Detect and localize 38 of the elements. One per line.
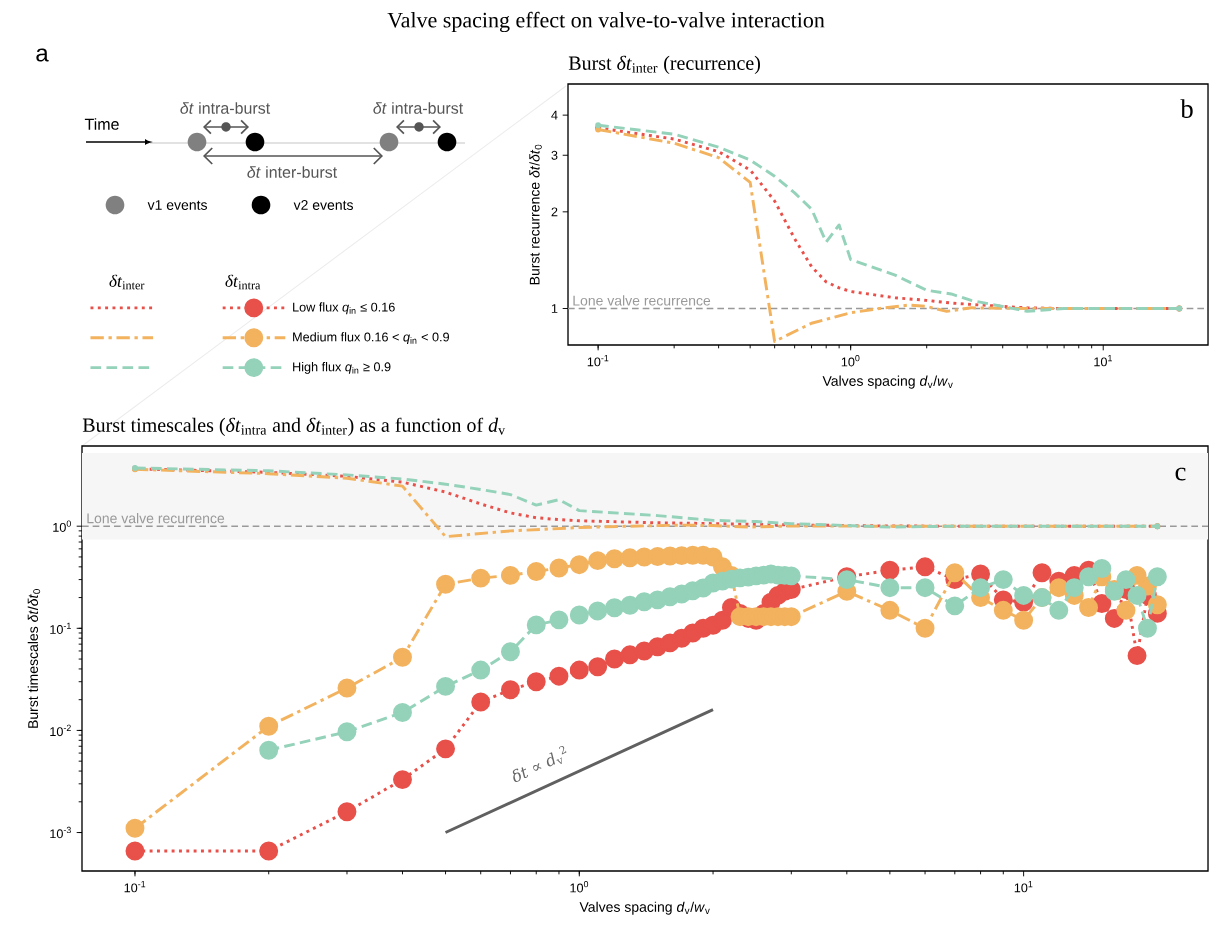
- ref-line-label: Lone valve recurrence: [573, 295, 711, 306]
- x-axis-title: Valves spacing d$_{v}$/w$_{v}$: [822, 375, 953, 389]
- text: δt$_{intra}$: [225, 274, 261, 290]
- x-tick-label: 10$^{1}$: [1094, 355, 1112, 367]
- text: Valve spacing effect on valve-to-valve interaction: [387, 11, 825, 33]
- y-tick-label: 10$^{-2}$: [50, 724, 71, 737]
- x-tick-label: 10$^{-1}$: [587, 355, 609, 367]
- y-tick-label: 10$^{0}$: [53, 520, 71, 532]
- x-tick-label: 10$^{0}$: [841, 355, 860, 367]
- text: δt$_{inter}$: [109, 274, 145, 290]
- x-tick-label: 10$^{1}$: [1014, 881, 1033, 893]
- text: δt intra-burst: [180, 102, 271, 114]
- y-tick-label: 4: [551, 110, 558, 120]
- chart-title: Burst timescales (δt$_{intra}$ and δt$_{inter}$) as a function of d$_{v}$: [82, 417, 506, 436]
- text: δt inter-burst: [247, 166, 338, 178]
- chart-title: Burst δt$_{inter}$ (recurrence): [568, 55, 760, 74]
- legend-label: Medium flux 0.16 < q$_{in}$ < 0.9: [293, 332, 449, 344]
- x-axis-title: Valves spacing d$_{v}$/w$_{v}$: [579, 901, 710, 915]
- x-tick-label: 10$^{-1}$: [124, 881, 146, 893]
- annotation: δt ∝ d$_{v}$2: [512, 746, 567, 782]
- y-axis-title: Burst timescales δt/δt$_{0}$: [27, 589, 41, 728]
- y-tick-label: 3: [551, 150, 558, 160]
- legend-label: Low flux q$_{in}$ ≤ 0.16: [293, 302, 395, 315]
- x-tick-label: 10$^{0}$: [570, 881, 589, 893]
- ref-line-label: Lone valve recurrence: [87, 512, 225, 524]
- text: δt intra-burst: [373, 102, 464, 114]
- y-tick-label: 1: [551, 304, 558, 313]
- y-tick-label: 2: [551, 207, 558, 217]
- text: v2 events: [293, 200, 353, 210]
- y-tick-label: 10$^{-3}$: [50, 826, 71, 839]
- legend-label: High flux q$_{in}$ ≥ 0.9: [293, 362, 391, 374]
- text: v1 events: [147, 200, 207, 210]
- text: Time: [84, 118, 119, 130]
- annotation: b: [1180, 99, 1193, 118]
- text: a: [36, 48, 49, 62]
- y-axis-title: Burst recurrence δt/δt$_{0}$: [529, 144, 542, 285]
- annotation: c: [1175, 467, 1186, 481]
- y-tick-label: 10$^{-1}$: [50, 622, 71, 634]
